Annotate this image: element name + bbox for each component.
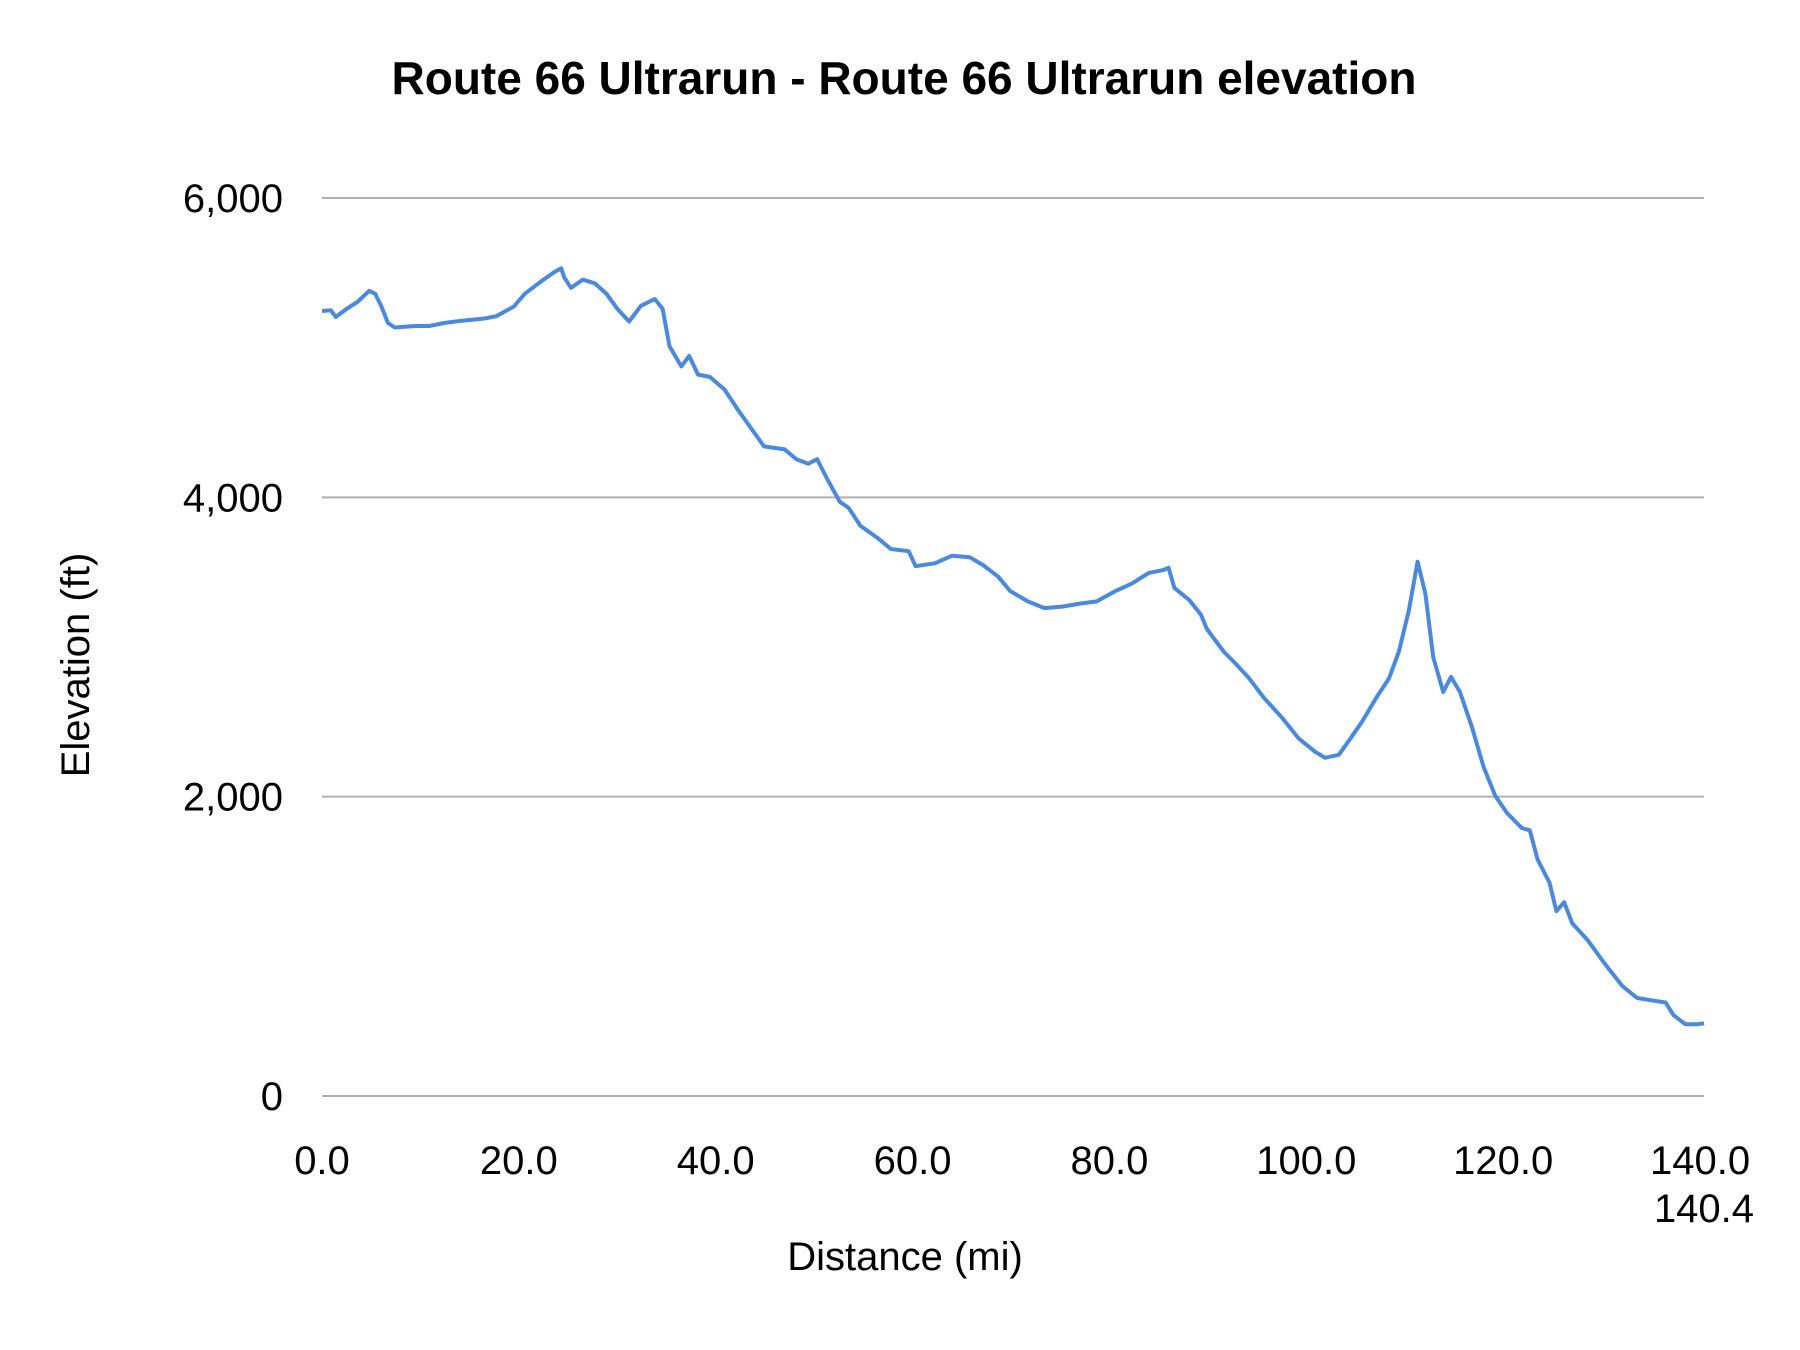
- gridlines: [322, 197, 1704, 1097]
- elevation-line: [321, 266, 1705, 1027]
- chart-title: Route 66 Ultrarun - Route 66 Ultrarun el…: [392, 52, 1417, 104]
- series-layer: [321, 266, 1705, 1027]
- x-axis-title: Distance (mi): [787, 1235, 1023, 1279]
- y-tick-label: 4,000: [183, 476, 283, 520]
- x-tick-label: 20.0: [480, 1139, 558, 1183]
- x-tick-label: 100.0: [1256, 1139, 1356, 1183]
- x-tick-label: 0.0: [294, 1139, 350, 1183]
- x-tick-label: 140.0: [1650, 1139, 1750, 1183]
- x-tick-label: 40.0: [677, 1139, 755, 1183]
- y-tick-label: 0: [261, 1075, 283, 1119]
- x-tick-label: 120.0: [1453, 1139, 1553, 1183]
- x-tick-label: 60.0: [874, 1139, 952, 1183]
- x-tick-label: 80.0: [1071, 1139, 1149, 1183]
- y-axis-ticks: 0 2,000 4,000 6,000: [183, 177, 283, 1119]
- y-tick-label: 6,000: [183, 177, 283, 221]
- x-tick-label: 140.4: [1654, 1187, 1754, 1231]
- y-axis-title: Elevation (ft): [54, 553, 98, 778]
- y-tick-label: 2,000: [183, 776, 283, 820]
